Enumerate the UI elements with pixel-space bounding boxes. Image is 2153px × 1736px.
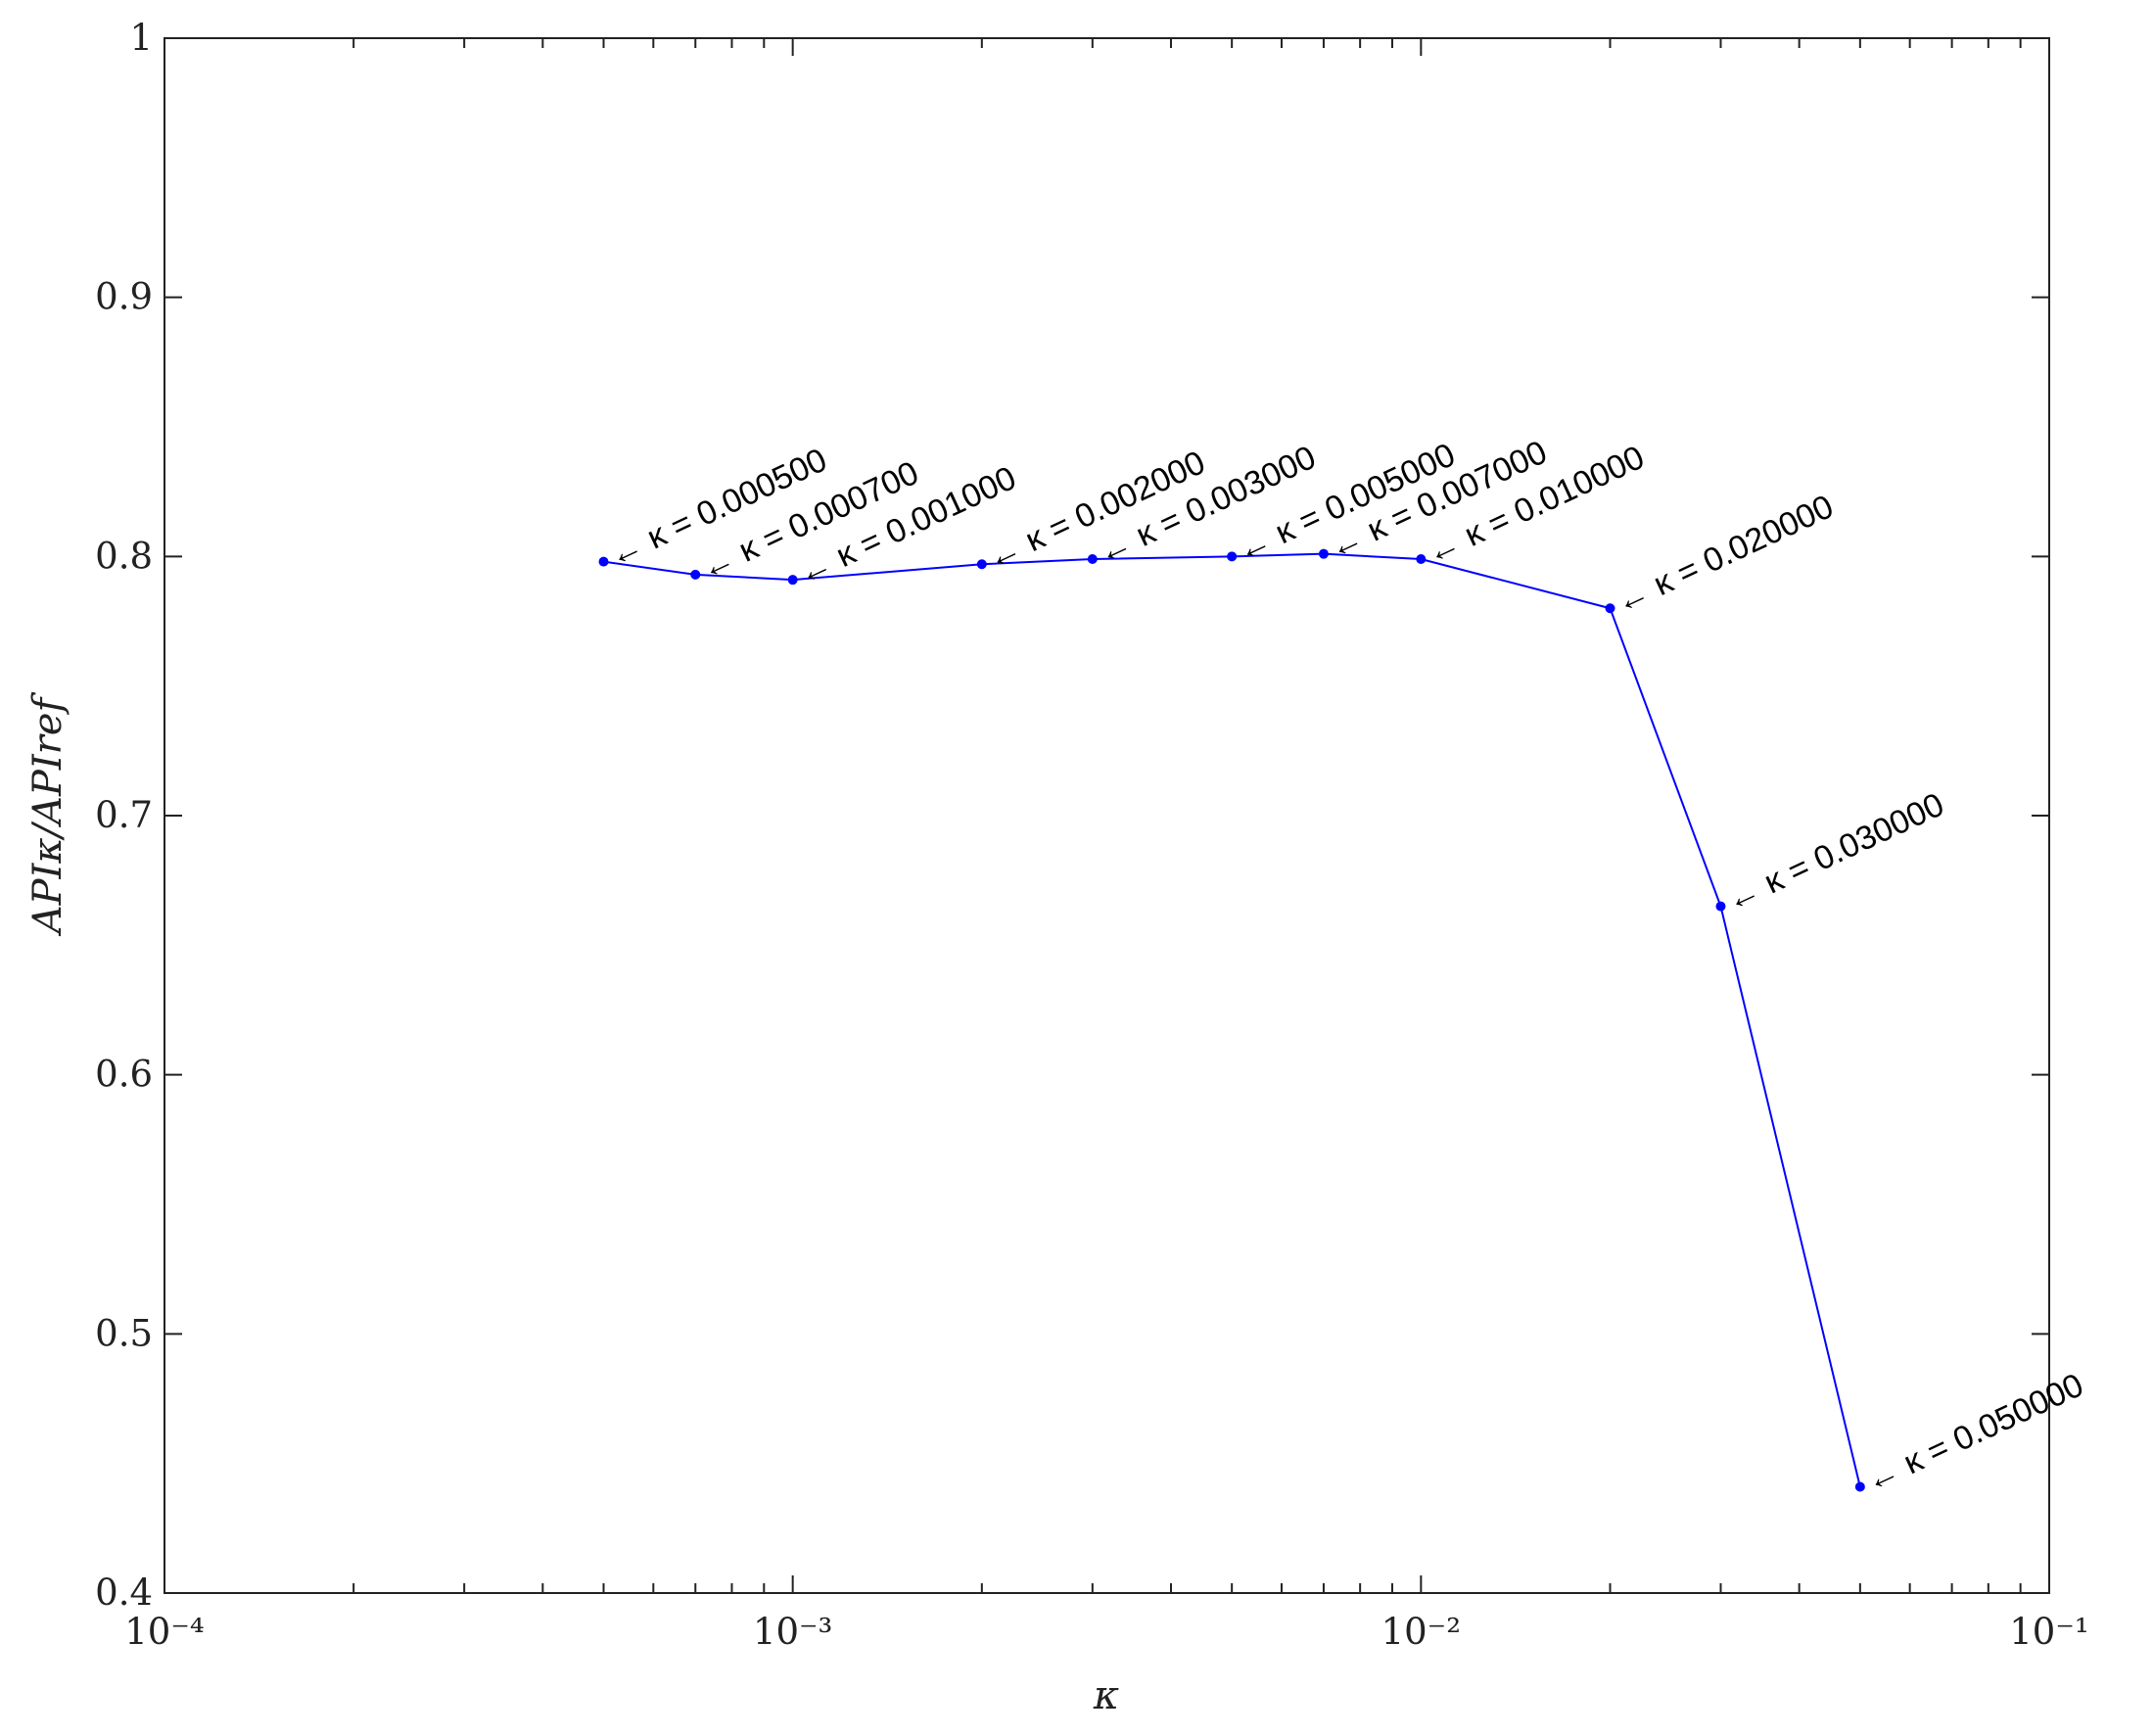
point [1605, 603, 1615, 614]
x-axis-label: κ [1093, 1673, 1119, 1718]
x-tick-label: 10⁻⁴ [124, 1611, 204, 1653]
x-tick-label: 10⁻² [1381, 1611, 1461, 1653]
point [787, 575, 798, 586]
y-tick-label: 0.6 [95, 1054, 153, 1096]
point [1854, 1481, 1865, 1492]
x-tick-label: 10⁻³ [753, 1611, 832, 1653]
point [1227, 551, 1238, 562]
point [598, 556, 609, 567]
point [976, 559, 987, 570]
y-tick-label: 0.5 [95, 1312, 153, 1354]
point [1416, 553, 1427, 564]
point [1087, 553, 1098, 564]
y-axis-label: APIκ/APIref [25, 692, 70, 938]
y-tick-label: 0.9 [95, 276, 153, 318]
point [1318, 548, 1329, 559]
point [690, 569, 701, 580]
y-tick-label: 0.8 [95, 535, 153, 577]
y-tick-label: 0.7 [95, 794, 153, 836]
x-tick-label: 10⁻¹ [2009, 1611, 2088, 1653]
y-tick-label: 1 [129, 17, 153, 59]
point [1715, 901, 1726, 912]
y-tick-label: 0.4 [95, 1572, 153, 1614]
